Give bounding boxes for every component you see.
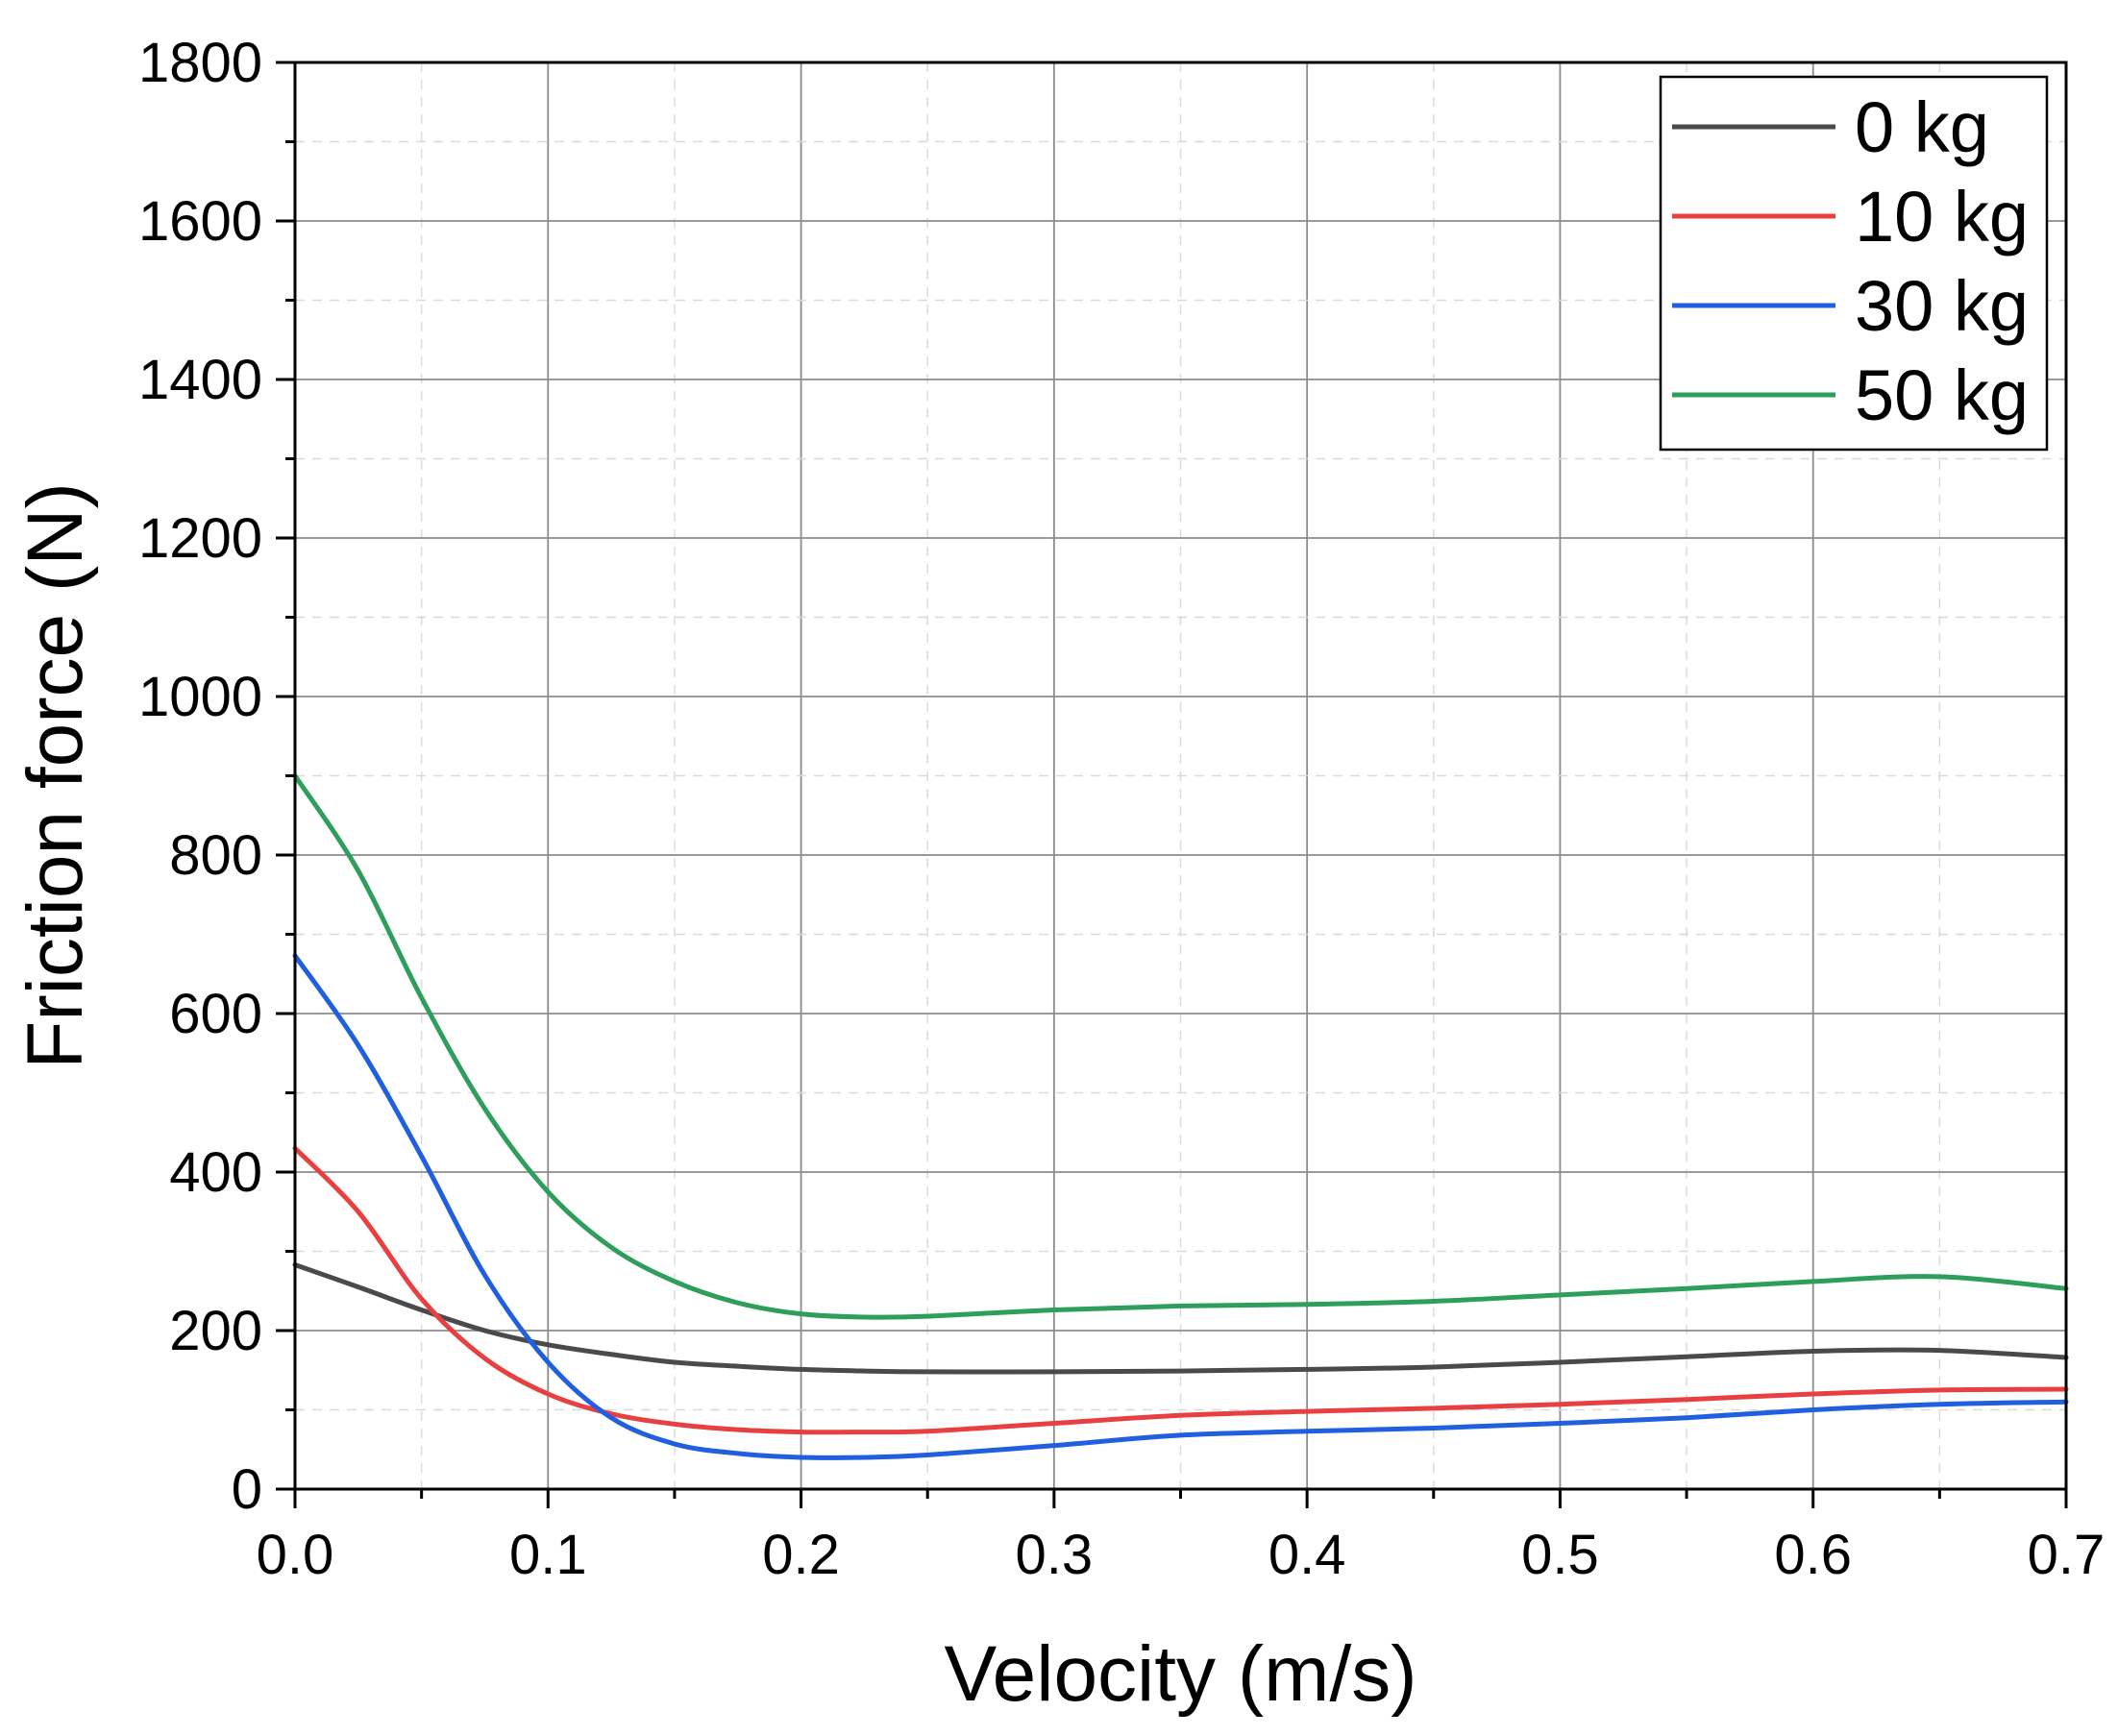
x-tick-label: 0.4 [1268, 1524, 1346, 1586]
y-tick-label: 400 [169, 1141, 262, 1204]
legend-label-0-kg: 0 kg [1855, 87, 1989, 167]
series-line-10-kg [292, 1145, 2069, 1435]
legend: 0 kg 10 kg 30 kg 50 kg [1659, 75, 2049, 452]
y-tick-label: 0 [232, 1458, 262, 1521]
x-tick-label: 0.0 [257, 1524, 334, 1586]
y-tick-label: 1400 [138, 349, 262, 411]
y-axis-title: Friction force (N) [12, 482, 99, 1069]
x-axis-title: Velocity (m/s) [944, 1630, 1416, 1718]
legend-label-50-kg: 50 kg [1855, 355, 2029, 435]
legend-label-30-kg: 30 kg [1855, 266, 2029, 346]
series-line-0-kg [292, 1262, 2069, 1375]
y-tick-label: 1800 [138, 32, 262, 94]
x-tick-label: 0.7 [2028, 1524, 2106, 1586]
x-axis-ticks: 0.0 0.1 0.2 0.3 0.4 0.5 0.6 0.7 [257, 1489, 2106, 1586]
y-tick-label: 1200 [138, 507, 262, 570]
legend-box [1659, 75, 2049, 452]
x-tick-label: 0.1 [509, 1524, 587, 1586]
x-tick-label: 0.2 [762, 1524, 840, 1586]
series-line-30-kg [292, 953, 2069, 1460]
x-tick-label: 0.6 [1774, 1524, 1852, 1586]
legend-label-10-kg: 10 kg [1855, 177, 2029, 257]
grid [295, 62, 2066, 1489]
y-axis-ticks: 0 200 400 600 800 1000 1200 1400 1600 1800 [138, 32, 295, 1521]
plot-lines [292, 773, 2069, 1460]
x-tick-label: 0.5 [1521, 1524, 1599, 1586]
y-tick-label: 800 [169, 824, 262, 887]
series-line-50-kg [292, 773, 2069, 1320]
y-tick-label: 1600 [138, 190, 262, 253]
y-tick-label: 1000 [138, 666, 262, 728]
x-tick-label: 0.3 [1016, 1524, 1094, 1586]
y-tick-label: 600 [169, 983, 262, 1045]
y-tick-label: 200 [169, 1300, 262, 1362]
